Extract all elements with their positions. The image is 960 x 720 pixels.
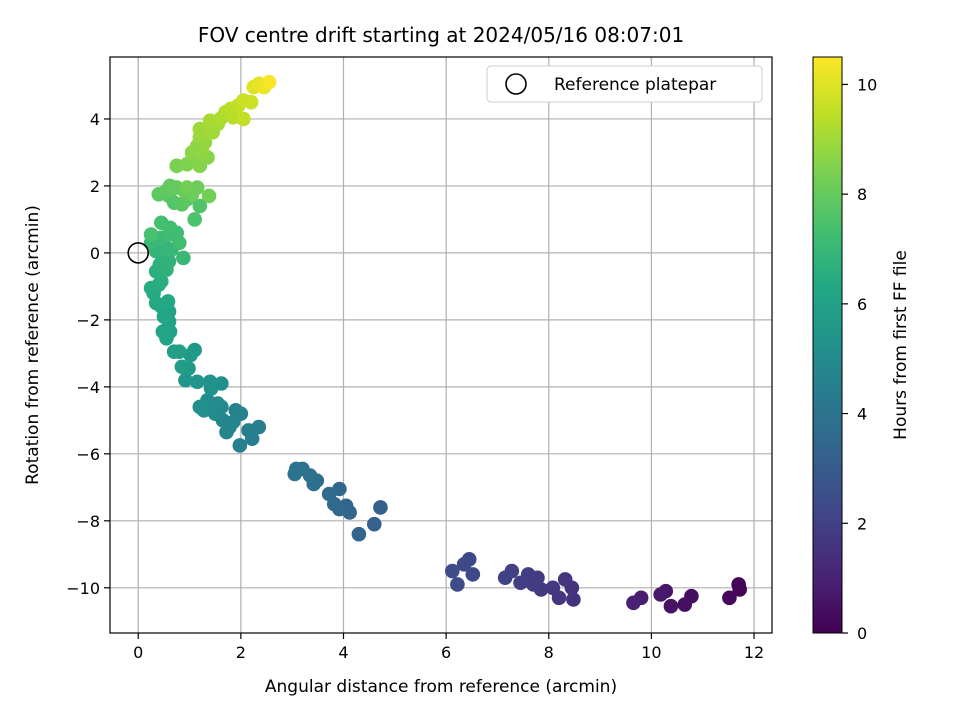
data-point: [183, 347, 198, 363]
data-point: [663, 598, 679, 614]
data-point: [566, 592, 581, 607]
data-point: [287, 466, 303, 482]
colorbar-tick-label: 2: [857, 514, 867, 533]
x-tick-label: 2: [236, 643, 246, 662]
x-tick-label: 0: [133, 643, 143, 662]
data-point: [626, 595, 641, 611]
legend: Reference platepar: [486, 65, 763, 103]
data-point: [557, 572, 573, 587]
data-point: [192, 198, 208, 214]
data-point: [178, 372, 193, 388]
colorbar-tick-label: 0: [857, 624, 867, 643]
data-point: [450, 577, 465, 592]
data-point: [176, 250, 191, 266]
data-point: [201, 188, 217, 204]
chart-title: FOV centre drift starting at 2024/05/16 …: [198, 23, 684, 47]
data-point: [497, 570, 513, 586]
data-point: [171, 235, 187, 251]
plot-frame: [109, 56, 773, 634]
y-tick-label: −6: [76, 445, 100, 464]
y-tick-label: 4: [90, 110, 100, 129]
data-point: [351, 526, 367, 542]
colorbar-label: Hours from first FF file: [891, 250, 911, 440]
data-point: [366, 516, 382, 532]
data-point: [192, 399, 208, 415]
y-tick-label: −8: [76, 512, 100, 531]
y-tick-label: 0: [90, 244, 100, 263]
y-axis-ticks: −10 −8 −6 −4 −2 0 2 4: [66, 110, 110, 598]
data-point: [653, 587, 668, 602]
data-points: [143, 74, 747, 614]
data-point: [373, 500, 388, 515]
grid-lines: [110, 57, 772, 633]
x-tick-label: 8: [544, 643, 554, 662]
colorbar-tick-label: 8: [857, 185, 867, 204]
data-point: [241, 423, 256, 438]
x-axis-label: Angular distance from reference (arcmin): [265, 677, 617, 697]
legend-box: [486, 65, 763, 103]
y-tick-label: −4: [76, 378, 100, 397]
data-point: [545, 580, 561, 596]
colorbar-tick-label: 6: [857, 295, 867, 314]
data-point: [261, 74, 277, 90]
colorbar-ticks: 0 2 4 6 8 10: [842, 75, 877, 643]
data-point: [465, 567, 481, 582]
data-point: [143, 227, 159, 242]
legend-marker: [505, 73, 527, 95]
data-point: [456, 557, 472, 572]
data-point: [202, 374, 218, 390]
data-point: [166, 344, 182, 359]
legend-label: Reference platepar: [554, 75, 716, 95]
data-point: [179, 180, 195, 195]
colorbar-tick-label: 10: [857, 75, 877, 94]
data-point: [232, 438, 248, 453]
reference-platepar-marker: [127, 242, 150, 264]
data-point: [722, 590, 737, 606]
data-point: [219, 424, 234, 440]
x-axis-ticks: 0 2 4 6 8 10 12: [133, 633, 764, 662]
data-point: [731, 577, 746, 592]
data-point: [321, 486, 337, 502]
data-point: [192, 121, 208, 137]
x-tick-label: 6: [441, 643, 451, 662]
data-point: [189, 180, 205, 195]
y-tick-label: −10: [66, 579, 100, 598]
data-point: [444, 563, 460, 579]
colorbar-tick-label: 4: [857, 405, 867, 424]
data-point: [187, 212, 202, 227]
data-point: [155, 324, 171, 339]
y-tick-label: 2: [90, 177, 100, 196]
data-point: [236, 111, 251, 127]
data-point: [174, 359, 190, 375]
x-tick-label: 4: [338, 643, 348, 662]
data-point: [513, 575, 528, 591]
data-point: [243, 94, 259, 110]
data-point: [677, 597, 693, 612]
x-tick-label: 10: [641, 643, 661, 662]
data-point: [228, 403, 244, 418]
colorbar: [812, 56, 843, 634]
data-point: [160, 294, 176, 309]
y-axis-label: Rotation from reference (arcmin): [23, 205, 43, 485]
data-point: [154, 215, 169, 231]
y-tick-label: −2: [76, 311, 100, 330]
data-point: [189, 374, 205, 390]
x-tick-label: 12: [744, 643, 764, 662]
